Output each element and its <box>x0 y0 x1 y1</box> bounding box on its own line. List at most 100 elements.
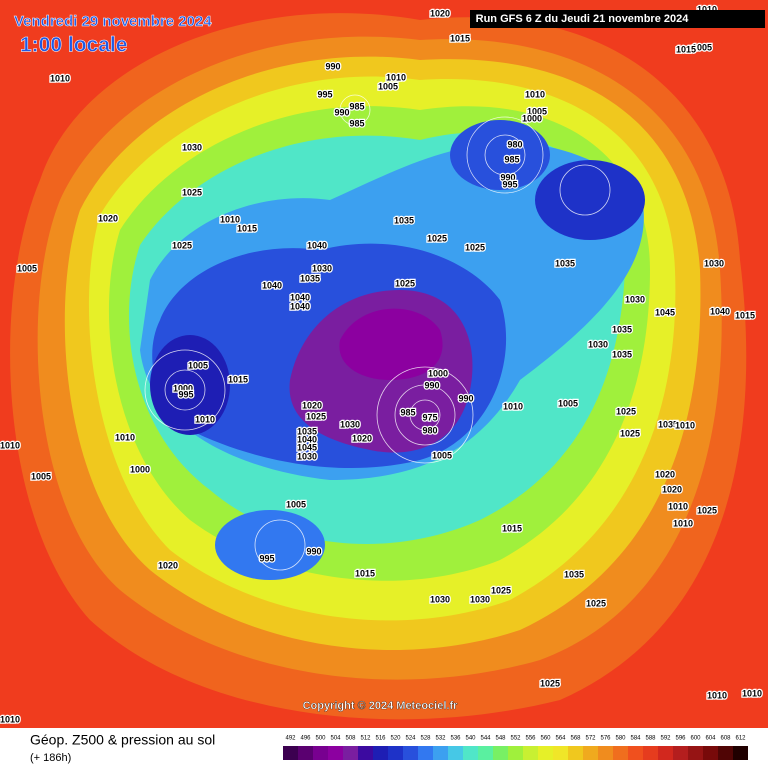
isobar-label: 1010 <box>675 420 695 430</box>
colorbar-tick: 500 <box>315 736 326 742</box>
isobar-label: 1015 <box>676 44 696 54</box>
isobar-label: 1035 <box>297 426 317 436</box>
isobar-label: 1010 <box>220 214 240 224</box>
isobar-label: 980 <box>422 425 437 435</box>
colorbar-tick: 580 <box>615 736 626 742</box>
isobar-label: 1030 <box>340 419 360 429</box>
colorbar-tick: 584 <box>630 736 641 742</box>
isobar-label: 1040 <box>297 434 317 444</box>
isobar-label: 1020 <box>98 213 118 223</box>
isobar-label: 1045 <box>655 307 675 317</box>
isobars <box>144 94 611 571</box>
colorbar: 492 496 500 504 508 512 516 520 524 528 532 536 540 5… <box>283 736 748 760</box>
isobar-label: 1015 <box>355 568 375 578</box>
isobar-label: 1000 <box>173 383 193 393</box>
date: Vendredi 29 novembre 2024 <box>14 13 212 30</box>
color-swatch <box>673 746 688 760</box>
isobar-label: 1030 <box>704 258 724 268</box>
isobar-label: 1030 <box>297 451 317 461</box>
isobar-label: 990 <box>458 393 473 403</box>
isobar-label: 1010 <box>195 414 215 424</box>
color-swatch <box>523 746 538 760</box>
isobar-label: 1025 <box>491 585 511 595</box>
isobar-label: 1020 <box>352 433 372 443</box>
isobar-label: 1035 <box>612 349 632 359</box>
isobar-label: 1015 <box>228 374 248 384</box>
colorbar-tick: 504 <box>330 736 341 742</box>
color-swatch <box>553 746 568 760</box>
color-swatch <box>478 746 493 760</box>
colorbar-tick: 512 <box>360 736 371 742</box>
color-swatch <box>283 746 298 760</box>
time: 1:00 locale <box>20 34 127 57</box>
isobar-label: 1015 <box>502 523 522 533</box>
isobar-label: 1040 <box>710 306 730 316</box>
isobar-label: 1010 <box>742 688 762 698</box>
isobar-label: 995 <box>259 553 274 563</box>
isobar-label: 975 <box>422 412 437 422</box>
isobar-label: 1025 <box>465 242 485 252</box>
isobar-label: 1020 <box>662 484 682 494</box>
color-swatch <box>343 746 358 760</box>
isobar-label: 1005 <box>31 471 51 481</box>
colorbar-tick: 540 <box>465 736 476 742</box>
isobar-label: 990 <box>306 546 321 556</box>
colorbar-tick: 596 <box>675 736 686 742</box>
isobar-label: 1005 <box>17 263 37 273</box>
isobar-label: 1005 <box>432 450 452 460</box>
legend-lead: (+ 186h) <box>30 752 71 764</box>
isobar-label: 1025 <box>616 406 636 416</box>
color-swatch <box>418 746 433 760</box>
isobar-label: 1010 <box>50 73 70 83</box>
isobar-label: 1015 <box>237 223 257 233</box>
colorbar-tick: 600 <box>690 736 701 742</box>
colorbar-tick: 552 <box>510 736 521 742</box>
color-swatch <box>328 746 343 760</box>
color-swatch <box>508 746 523 760</box>
color-swatch <box>448 746 463 760</box>
colorbar-tick: 588 <box>645 736 656 742</box>
isobar-label: 1030 <box>182 142 202 152</box>
z500-field <box>10 13 747 720</box>
isobar-label: 1040 <box>290 292 310 302</box>
isobar-label: 1035 <box>300 273 320 283</box>
isobar-label: 1010 <box>115 432 135 442</box>
isobar-label: 1005 <box>188 360 208 370</box>
colorbar-tick: 520 <box>390 736 401 742</box>
isobar-label: 1025 <box>182 187 202 197</box>
color-swatch <box>313 746 328 760</box>
run-box <box>470 10 765 28</box>
colorbar-tick: 532 <box>435 736 446 742</box>
colorbar-tick: 536 <box>450 736 461 742</box>
isobar-label: 1010 <box>503 401 523 411</box>
isobar-label: 1025 <box>697 505 717 515</box>
color-swatch <box>613 746 628 760</box>
colorbar-tick: 564 <box>555 736 566 742</box>
isobar-label: 1010 <box>386 72 406 82</box>
colorbar-tick: 560 <box>540 736 551 742</box>
isobar-label: 1035 <box>555 258 575 268</box>
isobar-label: 1040 <box>262 280 282 290</box>
colorbar-tick: 492 <box>285 736 296 742</box>
color-swatch <box>373 746 388 760</box>
isobar-label: 1035 <box>612 324 632 334</box>
isobar-label: 980 <box>507 139 522 149</box>
isobar-label: 1020 <box>655 469 675 479</box>
isobar-label: 1005 <box>692 42 712 52</box>
isobar-label: 1000 <box>522 113 542 123</box>
isobar-label: 1010 <box>0 714 20 724</box>
isobar-label: 1025 <box>427 233 447 243</box>
isobar-label: 1025 <box>172 240 192 250</box>
colorbar-tick: 508 <box>345 736 356 742</box>
color-swatch <box>493 746 508 760</box>
colorbar-tick: 568 <box>570 736 581 742</box>
isobar-label: 1030 <box>588 339 608 349</box>
colorbar-tick: 544 <box>480 736 491 742</box>
isobar-label: 995 <box>317 89 332 99</box>
isobar-label: 1010 <box>707 690 727 700</box>
isobar-label: 990 <box>424 380 439 390</box>
color-swatch <box>733 746 748 760</box>
isobar-label: 1025 <box>586 598 606 608</box>
isobar-label: 1030 <box>430 594 450 604</box>
color-swatch <box>643 746 658 760</box>
